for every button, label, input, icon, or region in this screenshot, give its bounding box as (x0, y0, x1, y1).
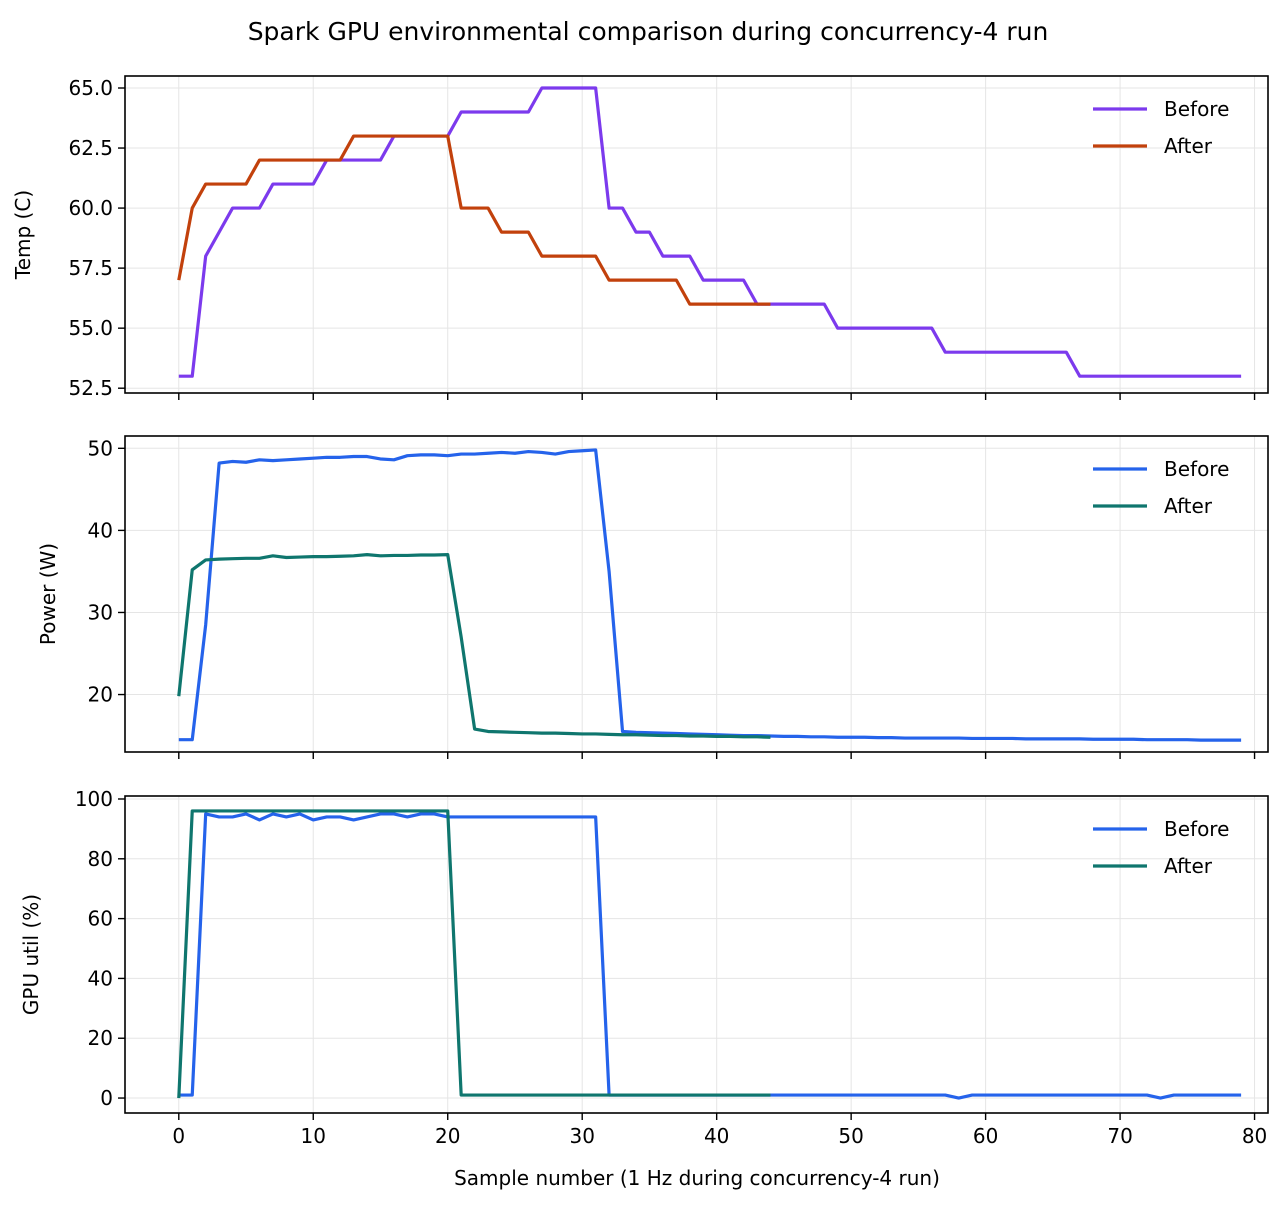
panel-power: 20 30 40 50 Power (W) Before After (36, 435, 1269, 759)
x-tick-label: 0 (172, 1124, 185, 1148)
chart-title: Spark GPU environmental comparison durin… (248, 17, 1049, 46)
y-tick-label: 55.0 (68, 316, 113, 340)
y-tick-label: 80 (88, 847, 113, 871)
legend-temp: Before After (1093, 97, 1229, 158)
x-tick-label: 70 (1107, 1124, 1132, 1148)
legend-label-after: After (1164, 494, 1213, 518)
series-line-temp-before (178, 86, 1242, 378)
y-tick-label: 62.5 (68, 136, 113, 160)
legend-label-before: Before (1164, 457, 1229, 481)
legend-util: Before After (1093, 817, 1229, 878)
x-tick-label: 40 (704, 1124, 729, 1148)
y-tick-label: 40 (88, 518, 113, 542)
y-tick-label: 60.0 (68, 196, 113, 220)
panel-util: 0 10 20 30 40 50 60 70 80 0 20 40 60 80 100 GPU util (%… (19, 787, 1269, 1148)
axes-frame-temp (124, 75, 1269, 394)
x-tick-label: 80 (1242, 1124, 1267, 1148)
y-tick-label: 52.5 (68, 376, 113, 400)
y-tick-label: 57.5 (68, 256, 113, 280)
legend-label-before: Before (1164, 817, 1229, 841)
y-axis-label-util: GPU util (%) (19, 894, 43, 1015)
legend-label-before: Before (1164, 97, 1229, 121)
panel-temp: 52.5 55.0 57.5 60.0 62.5 65.0 Temp (C) Before Af… (11, 75, 1269, 400)
legend-label-after: After (1164, 854, 1213, 878)
y-tick-label: 0 (100, 1086, 113, 1110)
y-tick-label: 100 (75, 787, 113, 811)
x-tick-label: 30 (569, 1124, 594, 1148)
series-line-temp-after (177, 134, 771, 306)
y-tick-label: 50 (88, 436, 113, 460)
y-tick-label: 30 (88, 600, 113, 624)
series-line-power-before (178, 448, 1242, 742)
y-tick-label: 20 (88, 1026, 113, 1050)
x-tick-label: 10 (301, 1124, 326, 1148)
x-axis-label: Sample number (1 Hz during concurrency-4… (454, 1166, 940, 1190)
y-tick-label: 40 (88, 966, 113, 990)
x-tick-label: 50 (838, 1124, 863, 1148)
legend-power: Before After (1093, 457, 1229, 518)
y-axis-label-temp: Temp (C) (11, 190, 35, 280)
y-axis-label-power: Power (W) (36, 543, 60, 645)
series-line-util-after (177, 809, 771, 1099)
series-line-util-before (178, 812, 1242, 1100)
y-tick-label: 60 (88, 907, 113, 931)
y-tick-label: 65.0 (68, 76, 113, 100)
legend-label-after: After (1164, 134, 1213, 158)
y-tick-label: 20 (88, 683, 113, 707)
x-tick-label: 20 (435, 1124, 460, 1148)
x-tick-label: 60 (973, 1124, 998, 1148)
axes-frame-util (124, 795, 1269, 1114)
series-line-power-after (177, 552, 771, 739)
axes-frame-power (124, 435, 1269, 753)
